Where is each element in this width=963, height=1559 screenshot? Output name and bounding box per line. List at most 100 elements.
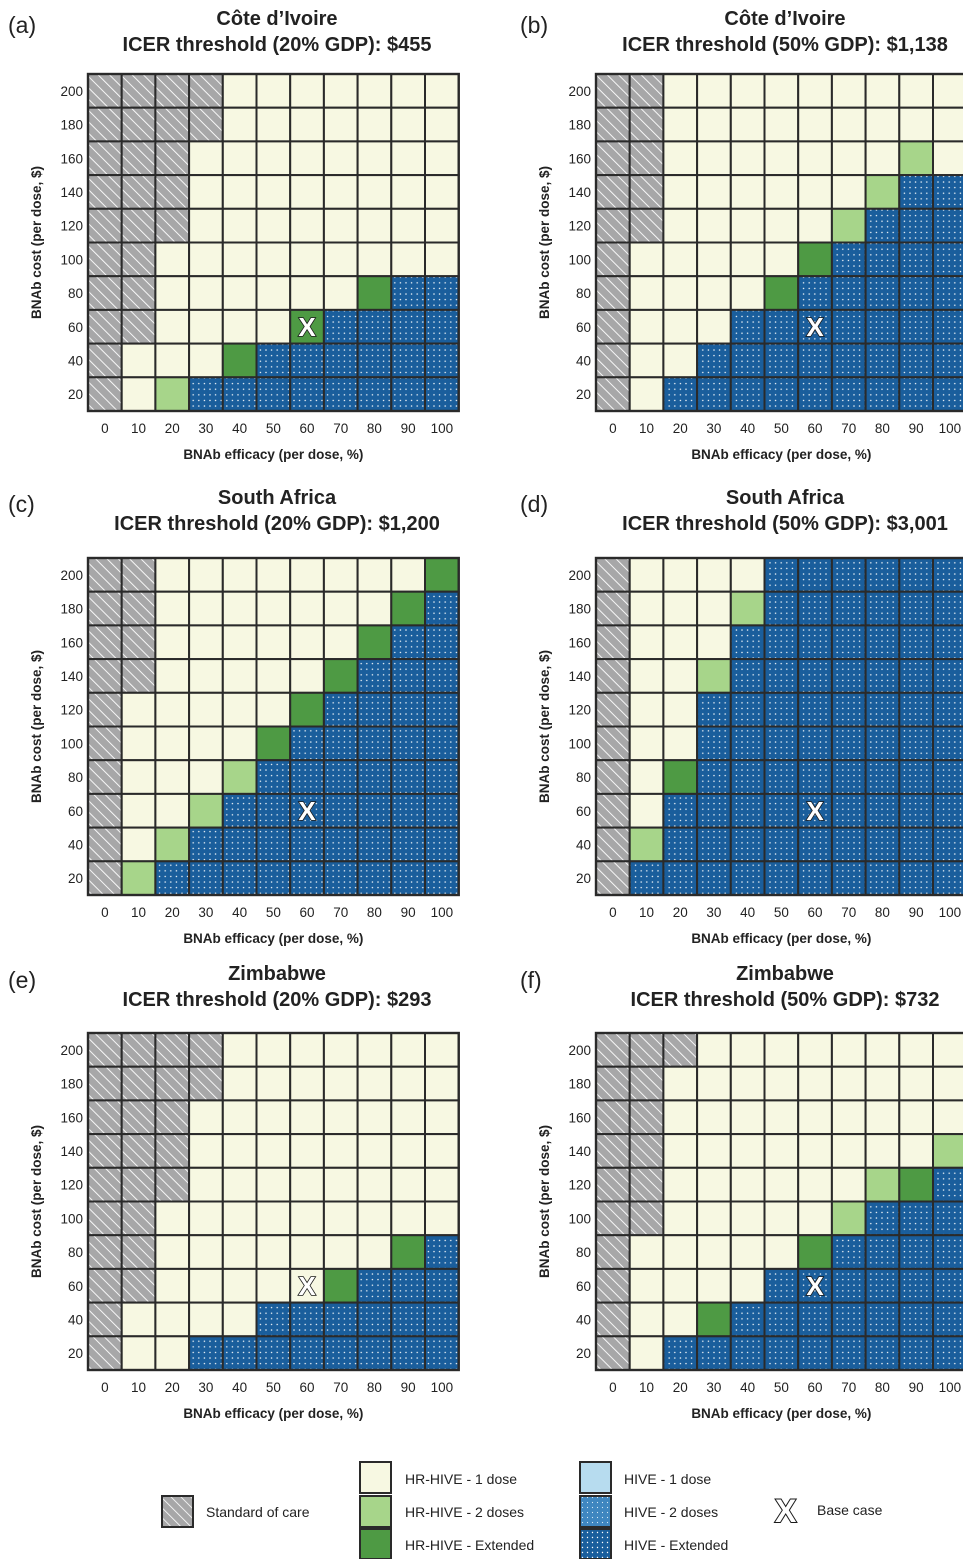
heatmap-border <box>594 1031 963 1372</box>
heatmap-cell <box>356 1133 393 1169</box>
heatmap-cell <box>696 1301 732 1338</box>
x-tick-label: 60 <box>300 905 315 920</box>
heatmap-cell <box>595 1166 631 1203</box>
heatmap-cell <box>356 207 393 244</box>
heatmap-cell <box>188 1166 224 1203</box>
heatmap-cell <box>729 1032 766 1068</box>
heatmap-cell <box>932 658 963 694</box>
heatmap-cell <box>763 275 800 311</box>
heatmap-cell <box>763 73 800 109</box>
legend-item-hive-2-doses: HIVE - 2 doses <box>579 1495 718 1528</box>
heatmap-cell <box>662 275 699 311</box>
heatmap-cell <box>864 1335 901 1372</box>
heatmap-cell <box>628 1166 665 1203</box>
heatmap-cell <box>628 590 665 627</box>
heatmap-cell <box>289 1032 325 1068</box>
legend-label-hive-extended: HIVE - Extended <box>624 1537 728 1553</box>
heatmap-cell <box>830 759 867 795</box>
heatmap-cell <box>696 1166 732 1203</box>
heatmap-cell <box>830 860 867 896</box>
heatmap-cell <box>797 1099 833 1136</box>
heatmap-cell <box>255 1032 292 1068</box>
heatmap-cell <box>595 557 631 593</box>
heatmap-cell <box>424 1200 460 1237</box>
heatmap-cell <box>932 342 963 379</box>
heatmap-cell <box>188 624 224 661</box>
heatmap-cell <box>797 725 833 762</box>
heatmap-cell <box>763 792 800 829</box>
heatmap-cell <box>221 557 258 593</box>
heatmap-cell <box>932 1335 963 1372</box>
heatmap-cell <box>797 308 833 345</box>
heatmap-cell <box>729 759 766 795</box>
heatmap-cell <box>154 1200 191 1237</box>
heatmap-cell <box>797 792 833 829</box>
heatmap-cell <box>390 725 426 762</box>
heatmap-cell <box>154 557 191 593</box>
heatmap-cell <box>864 792 901 829</box>
heatmap-cell <box>932 275 963 311</box>
heatmap-cell <box>390 658 426 694</box>
legend-label-base-case: Base case <box>817 1502 883 1518</box>
heatmap-cell <box>322 557 359 593</box>
heatmap-cell <box>729 624 766 661</box>
heatmap-cell <box>696 106 732 143</box>
heatmap-cell <box>898 106 934 143</box>
heatmap-cell <box>154 826 191 863</box>
y-tick-label: 120 <box>60 219 83 234</box>
y-tick-label: 100 <box>568 736 591 751</box>
heatmap-cell <box>729 174 766 210</box>
heatmap-cell <box>830 1267 867 1304</box>
legend-label-hr-hive-extended: HR-HIVE - Extended <box>405 1537 534 1553</box>
heatmap-cell <box>595 1032 631 1068</box>
heatmap-cell <box>595 860 631 896</box>
heatmap-cell <box>154 590 191 627</box>
heatmap-cell <box>662 1267 699 1304</box>
heatmap-cell <box>424 1166 460 1203</box>
heatmap-cell <box>356 1267 393 1304</box>
heatmap-cell <box>696 1267 732 1304</box>
y-tick-label: 40 <box>68 353 83 368</box>
heatmap-cell <box>932 140 963 177</box>
heatmap-cell <box>87 1065 123 1102</box>
heatmap-cell <box>120 557 157 593</box>
heatmap-cell <box>255 140 292 177</box>
y-tick-label: 160 <box>60 1110 83 1125</box>
y-tick-label: 120 <box>568 703 591 718</box>
heatmap-cell <box>424 140 460 177</box>
x-tick-label: 90 <box>909 1380 924 1395</box>
heatmap-cell <box>289 860 325 896</box>
heatmap-cell <box>87 826 123 863</box>
heatmap-cell <box>763 342 800 379</box>
heatmap-cell <box>864 1032 901 1068</box>
heatmap-cell <box>898 342 934 379</box>
heatmap-cell <box>763 590 800 627</box>
heatmap-cell <box>390 557 426 593</box>
heatmap-cell <box>763 1335 800 1372</box>
heatmap-cell <box>729 376 766 412</box>
heatmap-cell <box>356 624 393 661</box>
heatmap-cell <box>932 1065 963 1102</box>
heatmap-cell <box>628 1335 665 1372</box>
heatmap-cell <box>898 1032 934 1068</box>
y-tick-label: 100 <box>568 1211 591 1226</box>
heatmap-cell <box>628 275 665 311</box>
heatmap-cell <box>87 624 123 661</box>
heatmap-a: (a) Côte d’Ivoire ICER threshold (20% GDP)… <box>8 8 460 462</box>
heatmap-cell <box>322 275 359 311</box>
heatmap-cell <box>864 725 901 762</box>
heatmap-cell <box>356 308 393 345</box>
heatmap-cell <box>221 1065 258 1102</box>
heatmap-cell <box>864 1200 901 1237</box>
heatmap-cell <box>255 1065 292 1102</box>
heatmap-cell <box>255 1200 292 1237</box>
heatmap-cell <box>932 691 963 728</box>
heatmap-cell <box>255 826 292 863</box>
heatmap-cell <box>154 1065 191 1102</box>
heatmap-cell <box>356 1301 393 1338</box>
y-tick-label: 100 <box>60 1211 83 1226</box>
heatmap-cell <box>830 1234 867 1270</box>
heatmap-cell <box>221 1234 258 1270</box>
heatmap-cell <box>154 1099 191 1136</box>
heatmap-cell <box>390 342 426 379</box>
